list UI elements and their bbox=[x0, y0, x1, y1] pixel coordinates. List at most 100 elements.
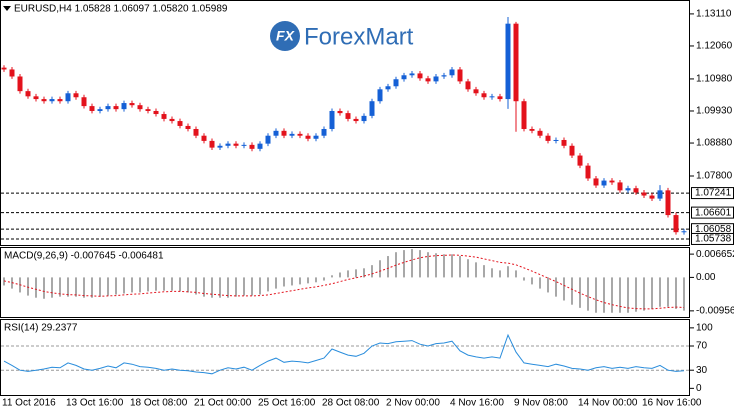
candle-body bbox=[265, 135, 271, 144]
y-tick-label: 1.10980 bbox=[696, 74, 733, 85]
candle-body bbox=[673, 215, 679, 233]
candle-body bbox=[625, 188, 631, 191]
candle-body bbox=[561, 139, 567, 146]
candle-body bbox=[521, 101, 527, 129]
rsi-line bbox=[3, 333, 685, 375]
x-tick-label: 2 Nov 00:00 bbox=[386, 398, 440, 409]
candle-body bbox=[593, 178, 599, 186]
candle-body bbox=[57, 99, 63, 102]
candle-body bbox=[105, 106, 111, 110]
candle-body bbox=[81, 97, 87, 107]
y-tick-label: 0 bbox=[696, 383, 702, 394]
candle-body bbox=[329, 110, 335, 129]
x-tick-label: 9 Nov 08:00 bbox=[514, 398, 568, 409]
candle-body bbox=[401, 75, 407, 80]
x-tick-label: 21 Oct 00:00 bbox=[194, 398, 252, 409]
y-tick-label: 0.006652 bbox=[696, 249, 734, 260]
x-tick-label: 25 Oct 16:00 bbox=[258, 398, 316, 409]
candle-body bbox=[209, 140, 215, 148]
candle-body bbox=[377, 89, 383, 102]
candle-body bbox=[481, 93, 487, 98]
candle-body bbox=[537, 130, 543, 136]
logo-icon bbox=[270, 21, 300, 51]
candle-body bbox=[657, 190, 663, 199]
candle-body bbox=[353, 118, 359, 122]
candle-body bbox=[665, 190, 671, 216]
y-tick-label: 1.08880 bbox=[696, 138, 733, 149]
candle-body bbox=[17, 76, 23, 92]
x-tick-label: 18 Oct 08:00 bbox=[130, 398, 188, 409]
price-panel-frame bbox=[0, 0, 690, 246]
chart-title: EURUSD,H4 1.05828 1.06097 1.05820 1.0598… bbox=[14, 4, 228, 15]
candle-body bbox=[137, 105, 143, 110]
candle-body bbox=[553, 139, 559, 141]
candle-body bbox=[609, 180, 615, 183]
candle-body bbox=[513, 23, 519, 102]
candle-body bbox=[577, 155, 583, 166]
candle-body bbox=[129, 103, 135, 106]
y-tick-label: 1.12060 bbox=[696, 41, 733, 52]
candle-body bbox=[641, 192, 647, 196]
candle-body bbox=[345, 113, 351, 119]
y-tick-label: 100 bbox=[696, 323, 713, 334]
candle-body bbox=[545, 135, 551, 141]
candle-body bbox=[97, 109, 103, 111]
candle-body bbox=[73, 93, 79, 98]
y-tick-label: 70 bbox=[696, 341, 708, 352]
candle-body bbox=[289, 133, 295, 136]
x-tick-label: 13 Oct 16:00 bbox=[66, 398, 124, 409]
candle-body bbox=[169, 118, 175, 122]
candle-body bbox=[233, 143, 239, 146]
candle-body bbox=[9, 69, 15, 77]
candle-body bbox=[617, 182, 623, 191]
candle-body bbox=[297, 133, 303, 136]
candle-body bbox=[633, 188, 639, 193]
candle-body bbox=[409, 73, 415, 76]
candle-body bbox=[281, 130, 287, 136]
candle-body bbox=[321, 128, 327, 136]
candle-body bbox=[145, 109, 151, 111]
candle-body bbox=[241, 144, 247, 146]
candle-body bbox=[361, 115, 367, 122]
y-tick-label: -0.00956 bbox=[696, 306, 734, 317]
candle-body bbox=[529, 128, 535, 131]
level-label: 1.07241 bbox=[695, 188, 732, 199]
candle-body bbox=[449, 69, 455, 76]
panel-title: RSI(14) 29.2377 bbox=[4, 323, 78, 334]
candle-body bbox=[425, 78, 431, 82]
candle-body bbox=[161, 114, 167, 119]
y-tick-label: 1.09930 bbox=[696, 106, 733, 117]
candle-body bbox=[569, 145, 575, 156]
candle-body bbox=[393, 79, 399, 87]
x-tick-label: 16 Nov 16:00 bbox=[642, 398, 702, 409]
candle-body bbox=[113, 106, 119, 110]
candle-body bbox=[489, 96, 495, 98]
candle-body bbox=[89, 106, 95, 111]
candle-body bbox=[153, 110, 159, 115]
macd-panel-frame bbox=[0, 247, 690, 318]
candle-body bbox=[441, 75, 447, 77]
candle-body bbox=[25, 91, 31, 97]
candle-body bbox=[273, 130, 279, 136]
candle-body bbox=[217, 145, 223, 148]
y-tick-label: 30 bbox=[696, 365, 708, 376]
x-tick-label: 28 Oct 08:00 bbox=[322, 398, 380, 409]
candle-body bbox=[601, 180, 607, 186]
candle-body bbox=[465, 81, 471, 90]
candle-body bbox=[1, 67, 7, 70]
candle-body bbox=[185, 125, 191, 129]
candle-body bbox=[497, 96, 503, 100]
x-tick-label: 14 Nov 00:00 bbox=[578, 398, 638, 409]
candle-body bbox=[417, 73, 423, 79]
y-tick-label: 0.00 bbox=[696, 272, 716, 283]
candle-body bbox=[65, 93, 71, 102]
rsi-panel-frame bbox=[0, 319, 690, 396]
candle-body bbox=[193, 128, 199, 136]
candle-body bbox=[313, 135, 319, 139]
y-tick-label: 1.07800 bbox=[696, 171, 733, 182]
candle-body bbox=[457, 69, 463, 82]
candle-body bbox=[369, 101, 375, 116]
